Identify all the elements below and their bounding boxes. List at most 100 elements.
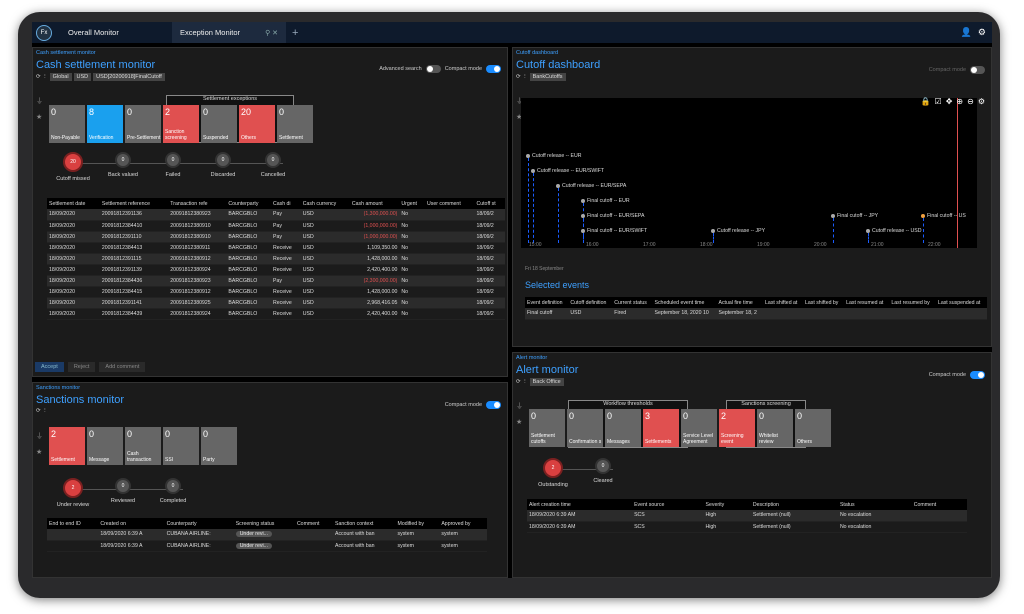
column-header[interactable]: Last resumed at [844, 297, 890, 308]
tile-cash-transaction[interactable]: 0 Cash transaction [125, 427, 161, 465]
column-header[interactable]: Cutoff definition [568, 297, 613, 308]
column-header[interactable]: Settlement reference [99, 198, 169, 209]
zoom-in-icon[interactable]: ⊕ [956, 97, 964, 106]
filter-chip[interactable]: Global [49, 73, 72, 81]
column-header[interactable]: Severity [703, 499, 751, 510]
add-comment-button[interactable]: Add comment [99, 362, 146, 372]
tile-ssi[interactable]: 0 SSI [163, 427, 199, 465]
column-header[interactable]: Comment [294, 518, 333, 529]
filter-chip[interactable]: USD[20200918]FinalCutoff [93, 73, 165, 81]
timeline-event[interactable]: Final cutoff -- EUR/SEPA [581, 213, 644, 219]
column-header[interactable]: End to end ID [47, 518, 99, 529]
column-header[interactable]: Counterparty [164, 518, 234, 529]
cutoff-timeline[interactable]: Cutoff release -- EUR Cutoff release -- E… [521, 98, 977, 248]
column-header[interactable]: Approved by [439, 518, 487, 529]
column-header[interactable]: Screening status [233, 518, 295, 529]
table-row[interactable]: 18/09/2020 20091812391139 20091812380924 BA… [47, 264, 505, 276]
timeline-event[interactable]: Final cutoff -- EUR [581, 198, 630, 204]
step-reviewed[interactable]: 0 Reviewed [98, 478, 148, 504]
timeline-event[interactable]: Cutoff release -- JPY [711, 228, 765, 234]
tile-pre-settlement[interactable]: 0 Pre-Settlement [125, 105, 161, 143]
check-icon[interactable]: ☑ [934, 97, 942, 106]
tile-settlement[interactable]: 2 Settlement [49, 427, 85, 465]
tile-party[interactable]: 0 Party [201, 427, 237, 465]
filter-chip[interactable]: BankCutoffs [529, 73, 566, 81]
filter-icon[interactable]: ⏚ ★ [36, 98, 43, 121]
step-under-review[interactable]: 2 Under review [48, 478, 98, 508]
table-row[interactable]: 18/09/2020 20091812391110 20091812380910 BA… [47, 231, 505, 243]
column-header[interactable]: Status [837, 499, 912, 510]
tile-sanction-screening[interactable]: 2 Sanction screening [163, 105, 199, 143]
timeline-event[interactable]: Final cutoff -- US [921, 213, 966, 219]
pin-close-icon[interactable]: ⚲ ✕ [265, 29, 278, 37]
add-tab-icon[interactable]: + [292, 26, 299, 39]
step-failed[interactable]: 0 Failed [148, 152, 198, 178]
advanced-search-toggle[interactable] [425, 65, 441, 73]
table-row[interactable]: 18/09/2020 6:39 AM SCS High Settlement (nul… [527, 510, 967, 522]
user-icon[interactable]: 👤 [960, 27, 972, 37]
table-row[interactable]: 18/09/2020 6:39 A CUBANA AIRLINE: Under re… [47, 529, 487, 541]
column-header[interactable]: Counterparty [226, 198, 271, 209]
column-header[interactable]: Last shifted by [802, 297, 845, 308]
filter-icon[interactable]: ⏚ ★ [516, 98, 523, 121]
tile-suspended[interactable]: 0 Suspended [201, 105, 237, 143]
zoom-out-icon[interactable]: ⊖ [967, 97, 974, 106]
table-row[interactable]: 18/09/2020 20091812391115 20091812380912 BA… [47, 253, 505, 265]
refresh-icon[interactable]: ⟳ ⋮ [36, 408, 48, 414]
reject-button[interactable]: Reject [67, 362, 96, 372]
tile-others[interactable]: 20 Others [239, 105, 275, 143]
column-header[interactable]: Created on [98, 518, 165, 529]
step-cleared[interactable]: 0 Cleared [578, 458, 628, 484]
column-header[interactable]: Last shifted at [763, 297, 803, 308]
timeline-event[interactable]: Cutoff release -- EUR/SEPA [556, 183, 626, 189]
column-header[interactable]: Event source [632, 499, 704, 510]
timeline-event[interactable]: Cutoff release -- USD [866, 228, 922, 234]
gear-icon[interactable]: ⚙ [977, 27, 986, 37]
tile-non-payable[interactable]: 0 Non-Payable [49, 105, 85, 143]
table-row[interactable]: 18/09/2020 6:39 AM SCS High Settlement (nul… [527, 521, 967, 533]
column-header[interactable]: Last resumed by [889, 297, 936, 308]
tile-confirmations[interactable]: 0 Confirmation s [567, 409, 603, 447]
refresh-icon[interactable]: ⟳ ⋮ [516, 74, 528, 80]
table-row[interactable]: 18/09/2020 6:39 A CUBANA AIRLINE: Under re… [47, 540, 487, 552]
column-header[interactable]: Current status [612, 297, 653, 308]
tab-exception-monitor[interactable]: Exception Monitor ⚲ ✕ [172, 22, 286, 43]
step-back-valued[interactable]: 0 Back valued [98, 152, 148, 178]
filter-chip[interactable]: Back Office [529, 378, 564, 386]
move-icon[interactable]: ✥ [945, 97, 953, 106]
tile-sla[interactable]: 0 Service Level Agreement [681, 409, 717, 447]
lock-icon[interactable]: 🔒 [920, 97, 931, 106]
column-header[interactable]: Cash di [270, 198, 301, 209]
timeline-event[interactable]: Cutoff release -- EUR/SWIFT [531, 168, 604, 174]
filter-icon[interactable]: ⏚ ★ [516, 403, 523, 426]
column-header[interactable]: Sanction context [333, 518, 396, 529]
tile-screening-event[interactable]: 2 Screening event [719, 409, 755, 447]
step-cutoff-missed[interactable]: 20 Cutoff missed [48, 152, 98, 182]
column-header[interactable]: Event definition [525, 297, 569, 308]
compact-mode-toggle[interactable] [970, 371, 985, 379]
column-header[interactable]: Settlement date [47, 198, 100, 209]
tile-message[interactable]: 0 Message [87, 427, 123, 465]
tile-messages[interactable]: 0 Messages [605, 409, 641, 447]
step-cancelled[interactable]: 0 Cancelled [248, 152, 298, 178]
column-header[interactable]: Alert creation time [527, 499, 633, 510]
tile-verification[interactable]: 8 Verification [87, 105, 123, 143]
filter-chip[interactable]: USD [73, 73, 92, 81]
tile-settlement-cutoffs[interactable]: 0 Settlement cutoffs [529, 409, 565, 447]
column-header[interactable]: Actual fire time [716, 297, 764, 308]
compact-mode-toggle[interactable] [970, 66, 985, 74]
table-row[interactable]: 18/09/2020 20091812391141 20091812380925 BA… [47, 297, 505, 309]
column-header[interactable]: Description [750, 499, 838, 510]
column-header[interactable]: Transaction refe [168, 198, 227, 209]
column-header[interactable]: Scheduled event time [652, 297, 717, 308]
refresh-icon[interactable]: ⟳ ⋮ [516, 379, 528, 385]
step-completed[interactable]: 0 Completed [148, 478, 198, 504]
tile-others[interactable]: 0 Others [795, 409, 831, 447]
column-header[interactable]: Cutoff st [474, 198, 505, 209]
timeline-event[interactable]: Cutoff release -- EUR [526, 153, 582, 159]
filter-icon[interactable]: ⏚ ★ [36, 433, 43, 456]
compact-mode-toggle[interactable] [486, 401, 501, 409]
step-discarded[interactable]: 0 Discarded [198, 152, 248, 178]
table-row[interactable]: 18/09/2020 20091812391136 20091812380923 BA… [47, 209, 505, 221]
table-row[interactable]: 18/09/2020 20091812384410 20091812380910 BA… [47, 220, 505, 232]
